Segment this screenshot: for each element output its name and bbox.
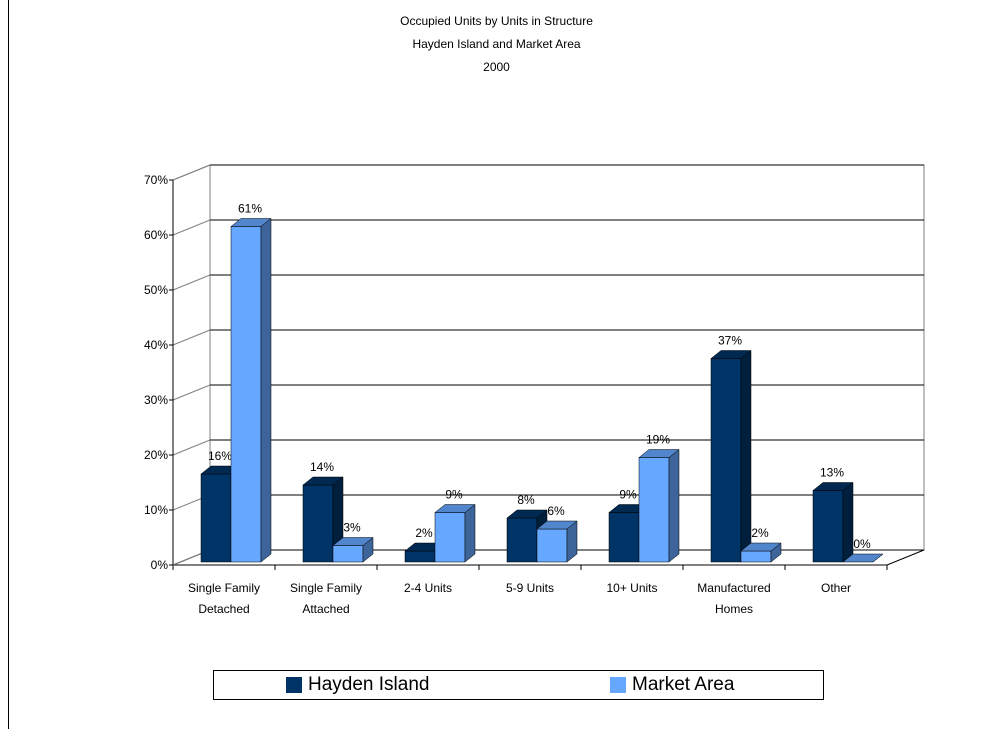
y-tick-label: 50%: [144, 283, 168, 297]
chart-title: Occupied Units by Units in Structure: [400, 14, 593, 28]
bar-side: [464, 503, 476, 563]
bar-top: [302, 476, 344, 486]
gridline-side: [172, 274, 211, 291]
data-label: 16%: [208, 449, 232, 463]
bar-hayden-island: [404, 550, 436, 563]
legend-swatch-market-area: [610, 677, 626, 693]
data-label: 2%: [415, 526, 433, 540]
bar-top: [812, 482, 854, 491]
data-label: 8%: [517, 493, 535, 507]
y-tick-label: 60%: [144, 228, 168, 242]
chart-subtitle-1: Hayden Island and Market Area: [412, 37, 581, 51]
data-label: 37%: [718, 334, 742, 348]
bar-market-area: [230, 226, 262, 563]
bar-top: [434, 504, 476, 513]
y-tick-label: 70%: [144, 173, 168, 187]
bar-side: [740, 349, 752, 563]
gridline-side: [172, 329, 211, 346]
y-tick-label: 30%: [144, 393, 168, 407]
bar-market-area: [332, 545, 364, 563]
x-tick-label: Manufactured: [697, 581, 770, 595]
bar-side: [668, 448, 680, 563]
bar-market-area: [434, 512, 466, 563]
bar-top: [740, 542, 782, 552]
data-label: 9%: [619, 488, 637, 502]
legend-item-hayden-island: Hayden Island: [286, 674, 429, 696]
data-label: 13%: [820, 466, 844, 480]
x-tick-label: Homes: [715, 602, 753, 616]
x-tick-label: Detached: [198, 602, 249, 616]
bar-hayden-island: [710, 358, 742, 563]
y-tick-label: 10%: [144, 503, 168, 517]
x-tick-label: Single Family: [188, 581, 260, 595]
data-label: 19%: [646, 433, 670, 447]
data-label: 6%: [547, 504, 565, 518]
chart-subtitle-2: 2000: [483, 60, 510, 74]
bar-hayden-island: [302, 484, 334, 563]
bar-top: [230, 218, 272, 227]
legend-label-market-area: Market Area: [632, 674, 735, 695]
gridline-side: [172, 439, 211, 456]
x-tick-label: 2-4 Units: [404, 581, 452, 595]
bar-hayden-island: [812, 490, 844, 563]
bar-hayden-island: [608, 512, 640, 563]
bar-side: [260, 217, 272, 563]
bar-market-area: [638, 457, 670, 563]
bar-market-area: [536, 528, 568, 563]
x-tick-label: 5-9 Units: [506, 581, 554, 595]
legend-swatch-hayden-island: [286, 677, 302, 693]
x-tick-label: Single Family: [290, 581, 362, 595]
bar-top: [506, 509, 548, 519]
gridline-side: [172, 164, 211, 181]
gridline-side: [172, 219, 211, 236]
bar-top: [842, 553, 884, 563]
data-label: 2%: [751, 526, 769, 540]
bar-market-area: [740, 550, 772, 563]
x-tick-label: 10+ Units: [606, 581, 657, 595]
bar-hayden-island: [200, 473, 232, 563]
x-tick-label: Attached: [302, 602, 349, 616]
y-tick-label: 20%: [144, 448, 168, 462]
legend: Hayden Island Market Area: [213, 670, 824, 700]
bar-top: [638, 449, 680, 458]
bar-side: [842, 481, 854, 563]
gridline-side: [172, 384, 211, 401]
legend-label-hayden-island: Hayden Island: [308, 674, 430, 695]
y-tick-label: 40%: [144, 338, 168, 352]
y-tick-label: 0%: [151, 558, 169, 572]
bar-top: [536, 520, 578, 530]
bar-top: [332, 537, 374, 546]
data-label: 0%: [853, 537, 871, 551]
x-tick-label: Other: [821, 581, 851, 595]
legend-item-market-area: Market Area: [610, 674, 734, 696]
bar-top: [710, 350, 752, 359]
data-label: 9%: [445, 488, 463, 502]
data-label: 61%: [238, 202, 262, 216]
data-label: 3%: [343, 521, 361, 535]
left-border: [8, 0, 9, 729]
data-label: 14%: [310, 460, 334, 474]
bar-hayden-island: [506, 517, 538, 563]
